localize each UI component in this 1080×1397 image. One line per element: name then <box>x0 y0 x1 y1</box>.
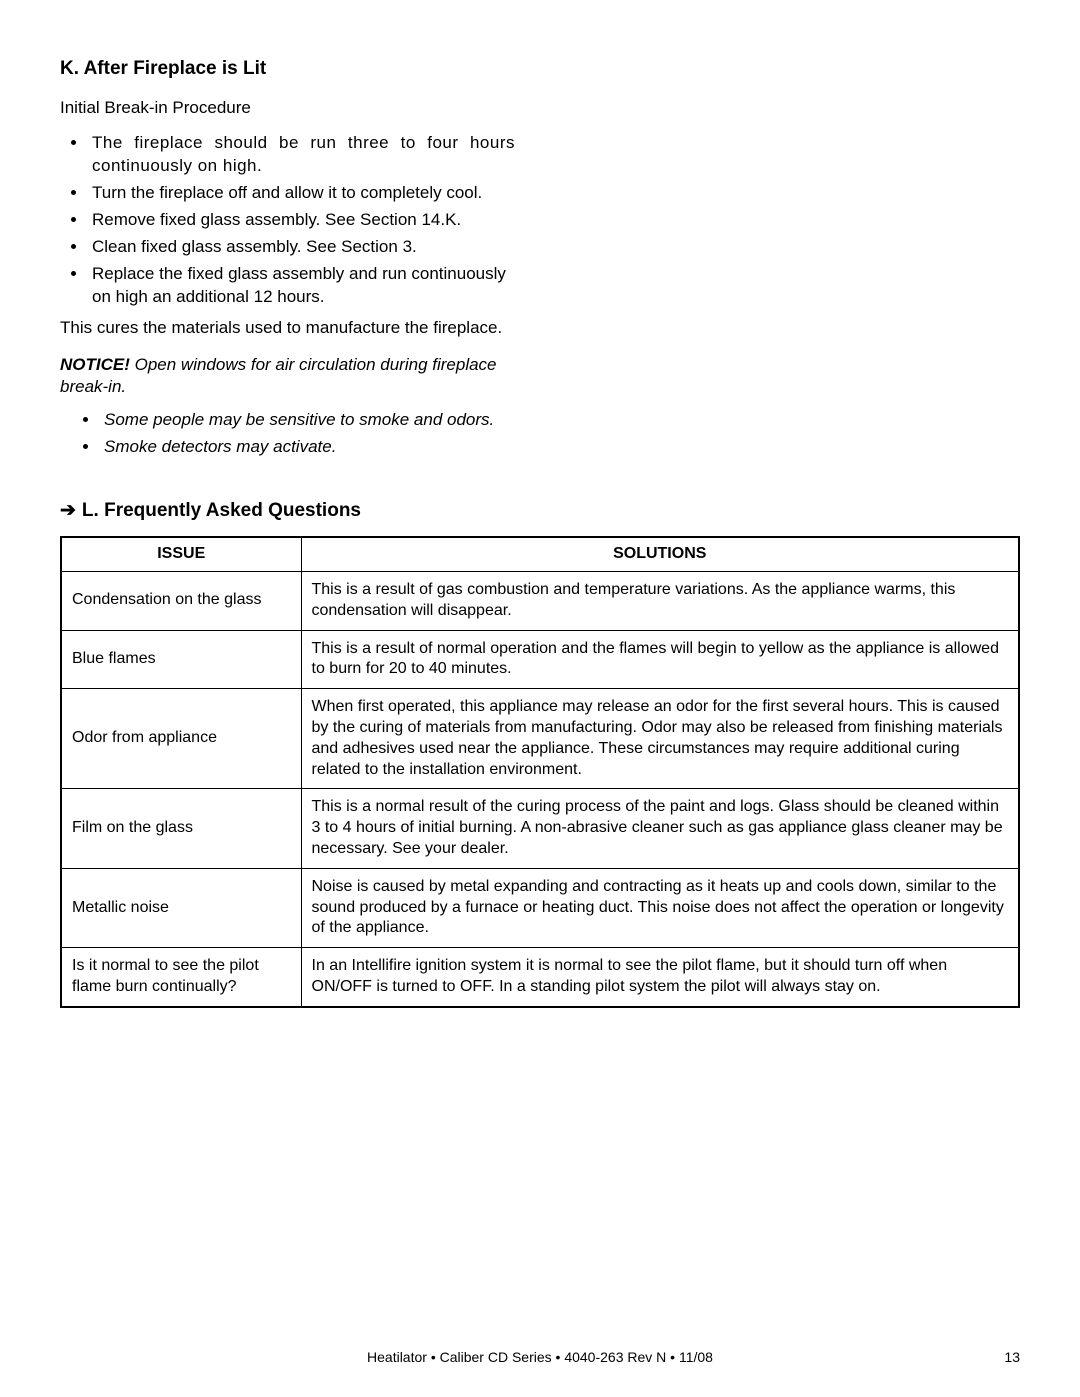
bullet-item: Turn the fireplace off and allow it to c… <box>88 182 515 205</box>
arrow-icon: ➔ <box>60 500 76 521</box>
solution-cell: This is a result of gas combustion and t… <box>301 572 1019 631</box>
bullet-item: Clean fixed glass assembly. See Section … <box>88 236 515 259</box>
table-row: Condensation on the glass This is a resu… <box>61 572 1019 631</box>
issue-cell: Is it normal to see the pilot flame burn… <box>61 948 301 1007</box>
faq-table: ISSUE SOLUTIONS Condensation on the glas… <box>60 536 1020 1008</box>
issue-cell: Film on the glass <box>61 789 301 868</box>
page: K. After Fireplace is Lit Initial Break-… <box>0 0 1080 1397</box>
notice-text: NOTICE! Open windows for air circulation… <box>60 354 515 400</box>
section-k-subheading: Initial Break-in Procedure <box>60 98 515 118</box>
notice-label: NOTICE! <box>60 355 130 374</box>
bullet-item: Remove fixed glass assembly. See Section… <box>88 209 515 232</box>
solution-cell: In an Intellifire ignition system it is … <box>301 948 1019 1007</box>
table-row: Film on the glass This is a normal resul… <box>61 789 1019 868</box>
table-row: Odor from appliance When first operated,… <box>61 689 1019 789</box>
section-l-heading: ➔ L. Frequently Asked Questions <box>60 499 1020 522</box>
solution-cell: This is a result of normal operation and… <box>301 630 1019 689</box>
table-row: Blue flames This is a result of normal o… <box>61 630 1019 689</box>
closing-text: This cures the materials used to manufac… <box>60 317 515 340</box>
bullet-item: The fireplace should be run three to fou… <box>88 132 515 178</box>
break-in-bullets: The fireplace should be run three to fou… <box>60 132 515 309</box>
issue-cell: Condensation on the glass <box>61 572 301 631</box>
bullet-item: Smoke detectors may activate. <box>100 436 515 459</box>
table-row: Metallic noise Noise is caused by metal … <box>61 868 1019 947</box>
issue-cell: Metallic noise <box>61 868 301 947</box>
notice-bullets: Some people may be sensitive to smoke an… <box>60 409 515 459</box>
table-row: Is it normal to see the pilot flame burn… <box>61 948 1019 1007</box>
section-k: K. After Fireplace is Lit Initial Break-… <box>60 58 515 459</box>
page-footer: Heatilator • Caliber CD Series • 4040-26… <box>60 1349 1020 1365</box>
section-k-heading: K. After Fireplace is Lit <box>60 58 515 80</box>
solution-cell: Noise is caused by metal expanding and c… <box>301 868 1019 947</box>
section-l: ➔ L. Frequently Asked Questions ISSUE SOL… <box>60 499 1020 1008</box>
issue-cell: Odor from appliance <box>61 689 301 789</box>
table-header-row: ISSUE SOLUTIONS <box>61 537 1019 571</box>
bullet-item: Some people may be sensitive to smoke an… <box>100 409 515 432</box>
page-number: 13 <box>1004 1349 1020 1365</box>
solution-cell: When first operated, this appliance may … <box>301 689 1019 789</box>
section-l-title: L. Frequently Asked Questions <box>82 500 361 521</box>
solution-cell: This is a normal result of the curing pr… <box>301 789 1019 868</box>
issue-cell: Blue flames <box>61 630 301 689</box>
footer-center-text: Heatilator • Caliber CD Series • 4040-26… <box>60 1349 1020 1365</box>
bullet-item: Replace the fixed glass assembly and run… <box>88 263 515 309</box>
col-header-issue: ISSUE <box>61 537 301 571</box>
col-header-solutions: SOLUTIONS <box>301 537 1019 571</box>
